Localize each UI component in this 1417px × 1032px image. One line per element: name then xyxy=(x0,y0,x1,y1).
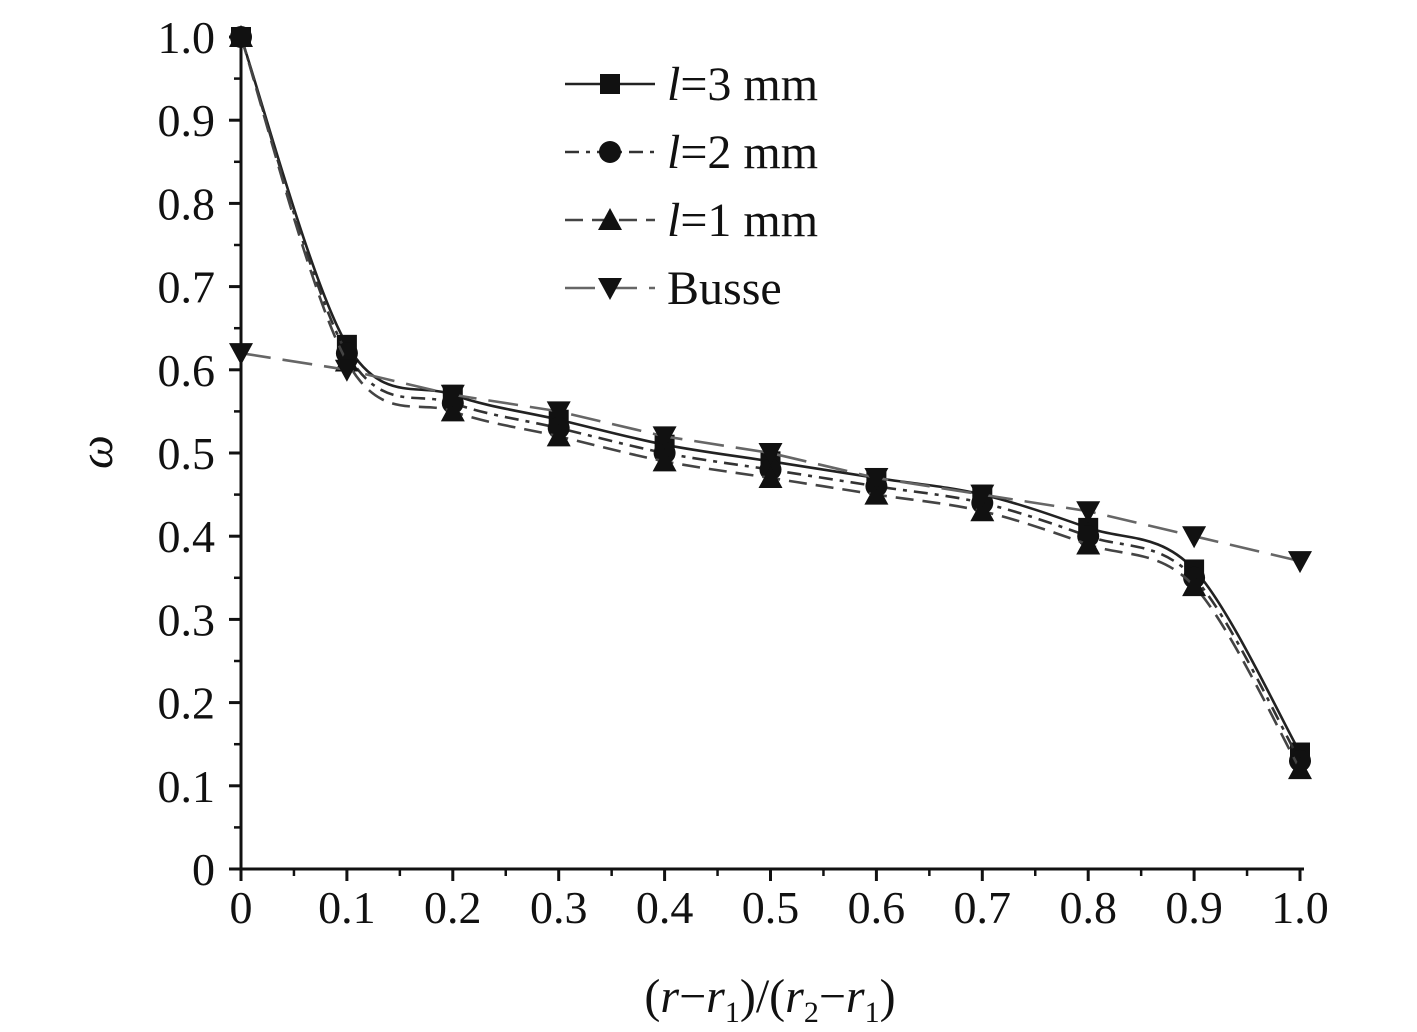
data-point-triangle-down xyxy=(229,343,253,366)
series-line xyxy=(239,36,1302,754)
legend-marker xyxy=(598,208,622,230)
x-tick-label: 0.9 xyxy=(1165,882,1223,933)
data-point-triangle-up xyxy=(864,482,889,505)
series-line xyxy=(239,36,1302,770)
series-line xyxy=(240,351,1301,563)
y-tick-label: 0.8 xyxy=(158,178,216,229)
legend-label: l=1 mm xyxy=(667,194,818,247)
data-point-triangle-down xyxy=(1182,526,1207,549)
x-tick-label: 0.3 xyxy=(530,882,588,933)
data-point-triangle-up xyxy=(440,399,465,422)
x-tick-label: 0.4 xyxy=(636,882,694,933)
x-tick-label: 1.0 xyxy=(1271,882,1329,933)
data-point-triangle-down xyxy=(1288,551,1312,574)
series-line xyxy=(239,36,1302,762)
legend-label: l=2 mm xyxy=(667,126,818,179)
y-tick-label: 1.0 xyxy=(158,12,216,63)
legend-marker xyxy=(600,74,620,94)
legend-item: Busse xyxy=(565,262,782,315)
x-axis-label: (r−r1)/(r2−r1) xyxy=(644,970,895,1029)
y-tick-label: 0.9 xyxy=(158,95,216,146)
y-tick-label: 0.1 xyxy=(158,761,216,812)
y-tick-label: 0.7 xyxy=(158,262,216,313)
y-axis-label: ω xyxy=(70,435,123,469)
data-point-triangle-up xyxy=(652,449,677,472)
data-point-triangle-down xyxy=(970,484,995,507)
legend-marker xyxy=(599,141,621,163)
data-point-triangle-up xyxy=(758,465,783,488)
y-tick-label: 0.3 xyxy=(158,594,216,645)
data-point-triangle-up xyxy=(1182,574,1207,597)
data-point-triangle-down xyxy=(440,384,465,407)
data-point-triangle-up xyxy=(970,499,995,522)
legend-marker xyxy=(598,278,622,300)
legend-item: l=2 mm xyxy=(565,126,818,179)
series-layer xyxy=(229,25,1312,780)
data-point-triangle-down xyxy=(334,359,359,382)
data-point-triangle-up xyxy=(229,25,253,47)
legend: l=3 mm l=2 mm l=1 mm Busse xyxy=(565,58,818,315)
data-point-triangle-down xyxy=(864,467,889,490)
y-tick-label: 0.5 xyxy=(158,428,216,479)
data-point-triangle-up xyxy=(546,424,571,447)
data-point-triangle-down xyxy=(758,443,783,465)
axes: 0 0.1 0.2 0.3 0.4 0.5 0.6 0.7 0.8 0.9 1.0 0 0.1 0.2 0.… xyxy=(158,12,1329,933)
x-tick-label: 0 xyxy=(230,882,253,933)
x-tick-label: 0.5 xyxy=(742,882,800,933)
legend-label: Busse xyxy=(667,262,782,315)
data-point-triangle-down xyxy=(1076,501,1101,524)
data-point-triangle-up xyxy=(1288,757,1312,780)
y-tick-label: 0.6 xyxy=(158,345,216,396)
data-point-triangle-down xyxy=(546,401,571,424)
x-tick-label: 0.8 xyxy=(1059,882,1117,933)
y-tick-label: 0.4 xyxy=(158,511,216,562)
y-tick-label: 0 xyxy=(192,844,215,895)
x-tick-label: 0.1 xyxy=(318,882,376,933)
x-tick-label: 0.6 xyxy=(848,882,906,933)
x-tick-label: 0.2 xyxy=(424,882,482,933)
legend-label: l=3 mm xyxy=(667,58,818,111)
series-4 xyxy=(229,343,1312,574)
y-tick-label: 0.2 xyxy=(158,678,216,729)
legend-item: l=1 mm xyxy=(565,194,818,247)
data-point-triangle-up xyxy=(1076,532,1101,555)
data-point-triangle-down xyxy=(652,426,677,449)
legend-item: l=3 mm xyxy=(565,58,818,111)
x-tick-label: 0.7 xyxy=(954,882,1012,933)
